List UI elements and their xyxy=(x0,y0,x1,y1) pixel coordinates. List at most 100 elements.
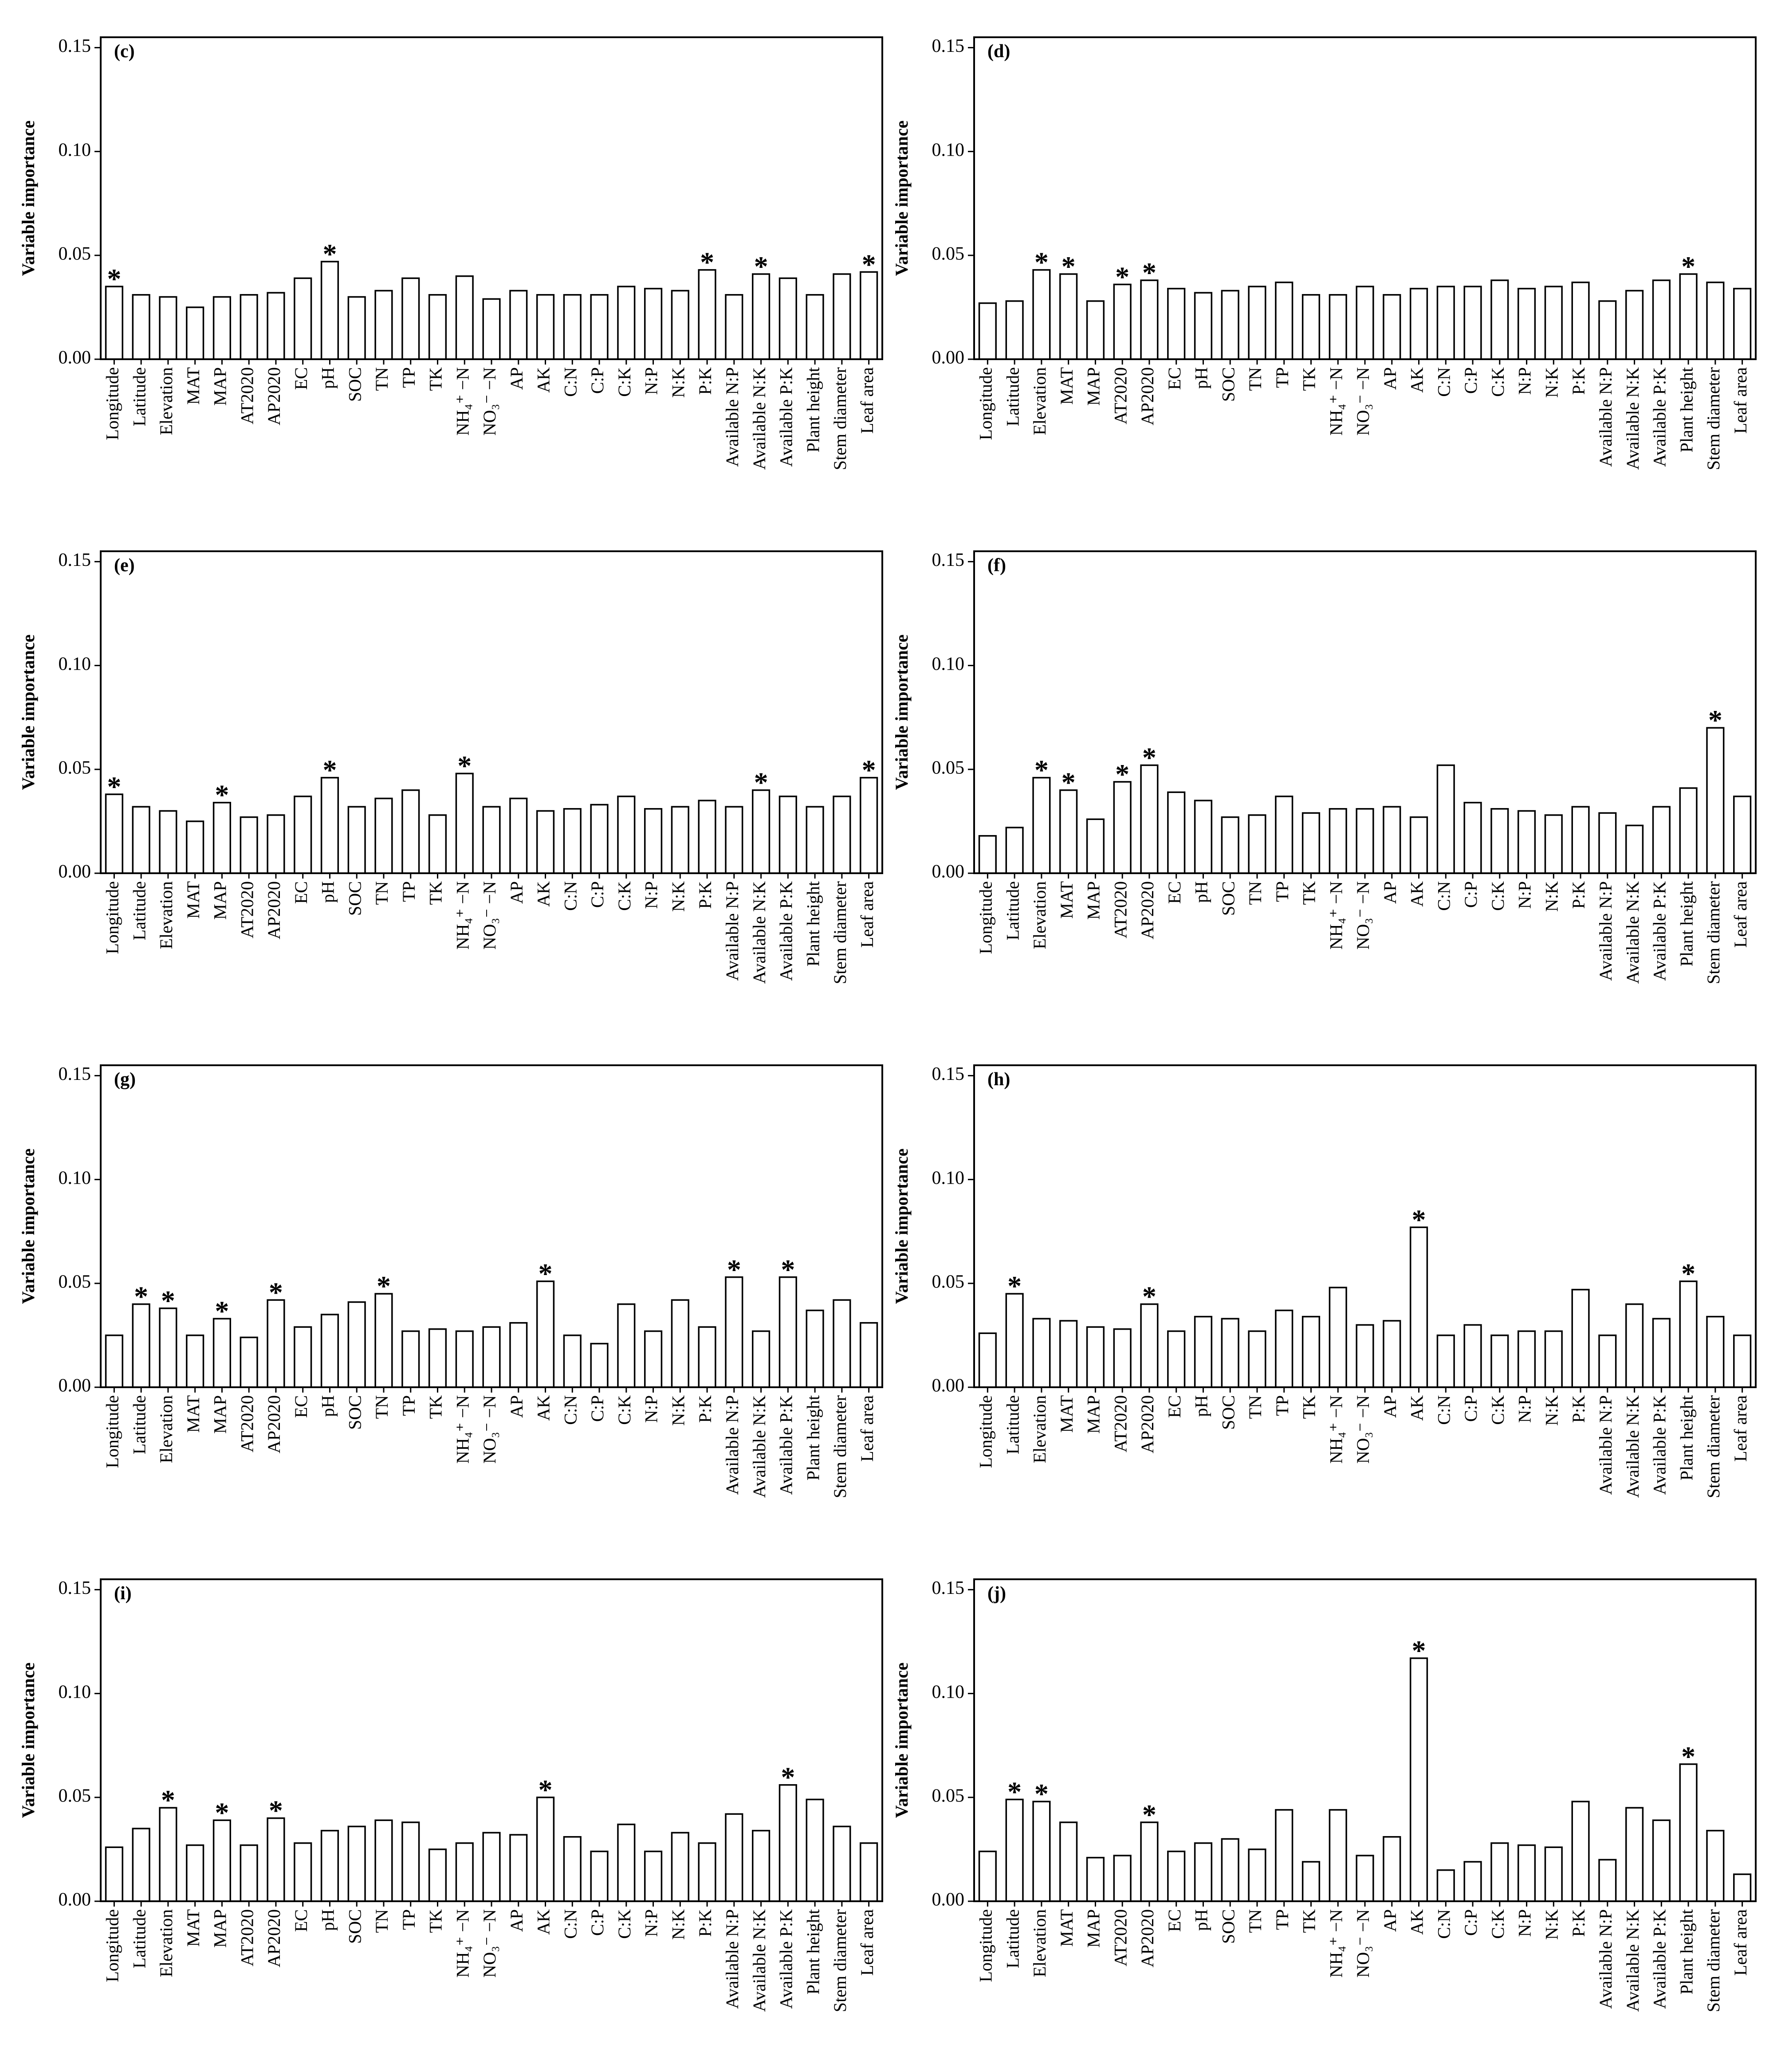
bar xyxy=(294,277,312,360)
x-tick-label: TN xyxy=(372,881,392,905)
x-tick-label: Longitude xyxy=(102,1909,122,1982)
bar xyxy=(320,777,339,874)
x-tick-label: N:K xyxy=(1541,1909,1561,1940)
bar xyxy=(1113,781,1132,874)
x-tick-label: Elevation xyxy=(156,1909,176,1977)
x-tick-label: AP2020 xyxy=(264,367,284,425)
x-tick-label: MAP xyxy=(1084,1395,1104,1434)
bar xyxy=(978,1332,997,1388)
significance-marker: * xyxy=(161,1784,175,1816)
x-tick-label: TK xyxy=(1299,1395,1319,1419)
bar xyxy=(860,777,878,874)
bar xyxy=(1733,1873,1752,1902)
bar xyxy=(212,296,231,360)
bar xyxy=(1598,300,1617,360)
x-tick-label: Elevation xyxy=(1030,1909,1050,1977)
x-tick-label: Leaf area xyxy=(1730,367,1750,434)
bar xyxy=(1194,800,1213,874)
x-tick-label: TP xyxy=(1272,367,1292,388)
x-tick-label: NO₃⁻ −N xyxy=(480,881,499,950)
x-tick-label: EC xyxy=(291,1909,311,1932)
bar xyxy=(267,814,285,874)
bar xyxy=(1140,1821,1159,1902)
bar xyxy=(671,806,689,874)
bar xyxy=(1086,818,1105,874)
significance-marker: * xyxy=(107,263,121,294)
x-tick-label: MAP xyxy=(1084,367,1104,406)
bar xyxy=(1005,827,1024,874)
bar xyxy=(374,1819,393,1902)
bar xyxy=(1436,764,1455,874)
x-tick-label: N:K xyxy=(668,367,688,398)
x-tick-label: Stem diameter xyxy=(1703,881,1723,984)
bar xyxy=(1086,1326,1105,1388)
x-tick-label: Latitude xyxy=(1003,1909,1022,1968)
bar xyxy=(1221,1838,1239,1902)
x-tick-label: N:P xyxy=(641,1909,661,1937)
y-tick-label: 0.10 xyxy=(59,140,91,160)
bar xyxy=(1706,281,1725,360)
bar xyxy=(1167,287,1186,360)
plot-frame xyxy=(100,36,883,360)
significance-marker: * xyxy=(539,1258,553,1289)
x-tick-label: EC xyxy=(1164,1395,1184,1418)
x-tick-label: Available P:K xyxy=(776,1909,796,2009)
significance-marker: * xyxy=(215,779,229,811)
x-tick-label: AK xyxy=(534,1395,554,1421)
x-tick-label: Available N:K xyxy=(749,1909,769,2012)
bar xyxy=(590,1850,609,1902)
bar xyxy=(1625,1303,1644,1388)
x-tick-label: Latitude xyxy=(129,367,149,426)
x-tick-label: SOC xyxy=(345,1909,365,1944)
bar xyxy=(1329,1287,1347,1388)
bar xyxy=(294,795,312,874)
x-tick-label: C:K xyxy=(614,1909,634,1939)
bar xyxy=(1409,816,1428,874)
bar xyxy=(1598,1334,1617,1388)
bar xyxy=(1005,1293,1024,1388)
x-tick-label: MAT xyxy=(1057,1909,1077,1946)
significance-marker: * xyxy=(269,1795,283,1826)
bar xyxy=(132,294,150,360)
bar xyxy=(1706,727,1725,874)
bar xyxy=(1194,1315,1213,1388)
x-tick-label: Available N:K xyxy=(749,367,769,470)
bar xyxy=(1544,814,1563,874)
x-tick-label: SOC xyxy=(1218,1395,1238,1430)
x-tick-label: Plant height xyxy=(803,881,823,966)
x-tick-label: AP xyxy=(1380,1909,1400,1932)
bar xyxy=(1167,1330,1186,1388)
significance-marker: * xyxy=(1142,1281,1156,1312)
x-tick-label: Elevation xyxy=(156,1395,176,1463)
bar xyxy=(860,1322,878,1388)
x-tick-label: pH xyxy=(1191,1395,1211,1417)
significance-marker: * xyxy=(754,767,768,798)
bar xyxy=(1032,777,1051,874)
x-tick-label: Available N:P xyxy=(1596,367,1616,467)
x-tick-label: AT2020 xyxy=(237,881,257,938)
bar xyxy=(267,292,285,360)
bar xyxy=(428,814,447,874)
x-tick-label: TK xyxy=(426,1909,446,1933)
x-tick-label: TP xyxy=(399,1395,419,1416)
x-tick-label: C:P xyxy=(587,881,607,908)
y-axis-label: Variable importance xyxy=(18,121,38,276)
x-tick-label: Leaf area xyxy=(1730,1395,1750,1462)
x-tick-label: P:K xyxy=(695,367,715,395)
bar xyxy=(978,835,997,874)
bar xyxy=(455,275,474,360)
x-tick-label: TP xyxy=(399,1909,419,1930)
x-tick-label: pH xyxy=(318,367,338,389)
significance-marker: * xyxy=(269,1276,283,1308)
bar xyxy=(1248,1330,1266,1388)
bar xyxy=(1544,1330,1563,1388)
x-tick-label: C:P xyxy=(1461,1909,1481,1936)
x-tick-label: P:K xyxy=(1569,367,1588,395)
x-tick-label: Available P:K xyxy=(1650,881,1670,981)
x-tick-label: Plant height xyxy=(1676,1395,1696,1480)
x-tick-label: C:N xyxy=(560,881,580,911)
significance-marker: * xyxy=(1062,251,1076,282)
x-tick-label: NO₃⁻ −N xyxy=(480,1909,499,1978)
bar xyxy=(159,296,177,360)
bar xyxy=(482,1832,501,1902)
